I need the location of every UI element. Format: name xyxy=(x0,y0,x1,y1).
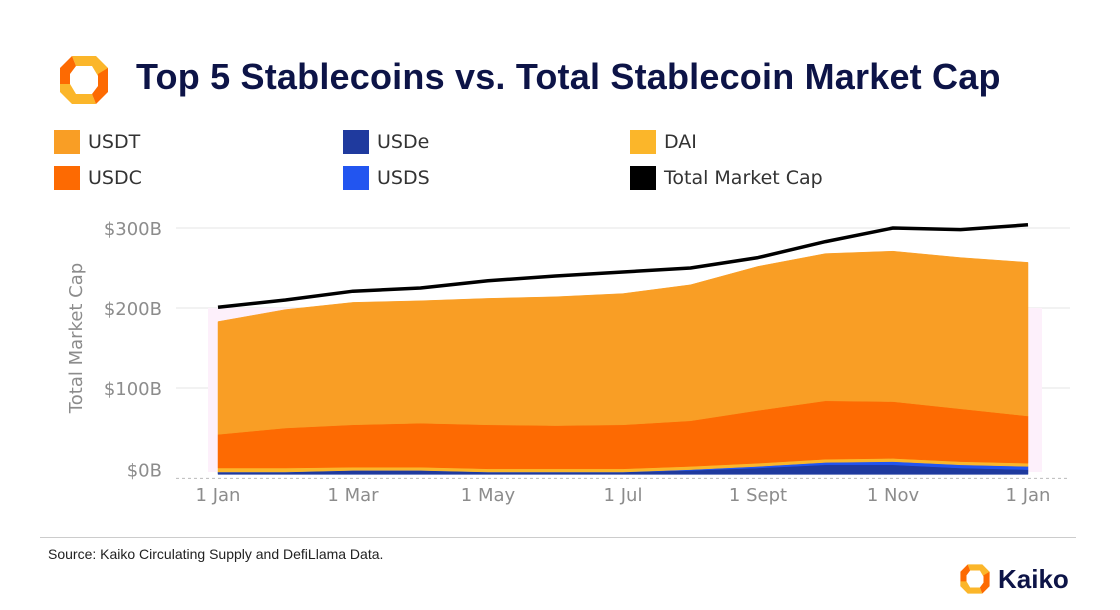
legend-label: Total Market Cap xyxy=(664,167,823,189)
y-axis-label: Total Market Cap xyxy=(66,263,87,414)
x-tick-label: 1 Nov xyxy=(867,485,920,506)
brand-mark: Kaiko xyxy=(958,562,1069,596)
kaiko-brand-icon xyxy=(960,564,990,594)
legend-total-market-cap: Total Market Cap xyxy=(630,163,823,193)
y-tick-label: $300B xyxy=(104,219,162,240)
legend-label: USDS xyxy=(377,167,430,189)
legend-swatch xyxy=(630,130,656,154)
legend-label: USDe xyxy=(377,131,430,153)
y-tick-label: $0B xyxy=(127,461,162,482)
legend-dai: DAI xyxy=(630,127,697,157)
y-tick-label: $200B xyxy=(104,299,162,320)
legend-swatch xyxy=(343,166,369,190)
legend-usdc: USDC xyxy=(54,163,142,193)
brand-name: Kaiko xyxy=(998,563,1069,594)
legend-usds: USDS xyxy=(343,163,430,193)
x-tick-label: 1 Jan xyxy=(196,485,241,506)
legend-label: USDC xyxy=(88,167,142,189)
legend-usdt: USDT xyxy=(54,127,140,157)
x-tick-label: 1 Sept xyxy=(729,485,787,506)
y-tick-label: $100B xyxy=(104,379,162,400)
legend-label: USDT xyxy=(88,131,141,153)
source-note: Source: Kaiko Circulating Supply and Def… xyxy=(48,546,384,562)
stacked-area-chart: $0B $100B $200B $300B 1 Jan 1 Mar 1 May 1 Jul 1 … xyxy=(66,219,1070,506)
x-tick-label: 1 Jan xyxy=(1006,485,1051,506)
footer-divider xyxy=(40,537,1076,538)
chart-title: Top 5 Stablecoins vs. Total Stablecoin M… xyxy=(136,56,1001,97)
kaiko-logo-icon xyxy=(60,56,108,104)
legend-swatch xyxy=(343,130,369,154)
line-total-market-cap xyxy=(217,223,1029,309)
legend-swatch xyxy=(630,166,656,190)
legend-usde: USDe xyxy=(343,127,429,157)
x-tick-label: 1 May xyxy=(461,485,516,506)
x-tick-label: 1 Jul xyxy=(604,485,643,506)
legend-label: DAI xyxy=(664,131,697,153)
area-usdt xyxy=(217,250,1029,435)
legend-swatch xyxy=(54,166,80,190)
x-tick-label: 1 Mar xyxy=(327,485,379,506)
legend-swatch xyxy=(54,130,80,154)
